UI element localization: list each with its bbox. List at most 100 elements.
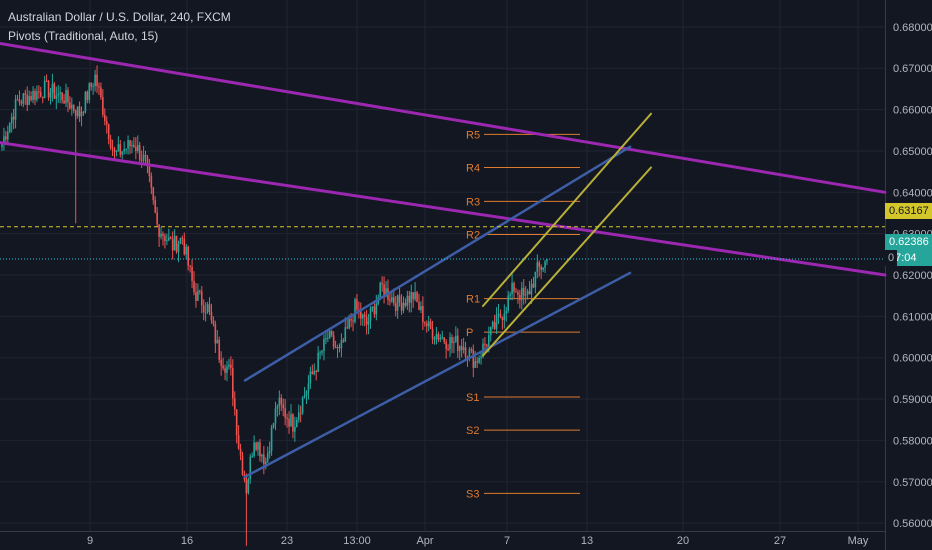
candle <box>534 271 537 294</box>
candle-body <box>325 338 327 340</box>
candle <box>43 75 46 99</box>
candle <box>173 229 176 251</box>
candle <box>305 390 308 404</box>
candle-body <box>422 306 424 323</box>
candle <box>57 84 60 104</box>
candle-body <box>247 478 250 493</box>
candle <box>115 150 118 157</box>
candle-body <box>327 337 329 339</box>
candle <box>30 91 32 102</box>
candle-body <box>16 99 19 101</box>
candle <box>63 94 65 104</box>
candle-body <box>216 339 219 344</box>
candle-body <box>67 90 69 103</box>
candle-body <box>505 310 508 314</box>
time-tick-label: 16 <box>181 535 193 547</box>
candle <box>433 336 436 345</box>
candle <box>391 291 393 304</box>
candle <box>142 145 145 166</box>
candle <box>480 351 482 365</box>
candle <box>301 396 304 415</box>
candle <box>160 227 162 240</box>
candle-body <box>92 86 94 88</box>
candle <box>524 286 527 304</box>
candle-body <box>171 239 174 251</box>
candle-body <box>32 91 34 101</box>
candle-body <box>424 322 426 324</box>
candle <box>164 233 166 249</box>
candle-body <box>515 291 517 293</box>
candle-body <box>230 364 232 368</box>
candle <box>154 196 157 214</box>
pivot-levels: R5R4R3R2R1PS1S2S3S4 <box>466 129 580 500</box>
candle-body <box>51 83 54 93</box>
candle-body <box>146 156 149 165</box>
candle <box>334 340 337 349</box>
candle-body <box>84 91 87 113</box>
candle <box>522 279 525 305</box>
candle <box>472 344 475 378</box>
candle <box>478 355 480 365</box>
candle-body <box>226 366 228 373</box>
candle <box>499 309 502 319</box>
indicator-label[interactable]: Pivots (Traditional, Auto, 15) <box>8 29 159 43</box>
candle <box>113 146 116 160</box>
candle <box>237 425 240 450</box>
price-tick-label: 0.58000 <box>893 435 932 447</box>
candle <box>272 422 275 429</box>
candle-body <box>261 454 263 457</box>
candle-body <box>197 290 199 301</box>
candle <box>107 123 110 145</box>
trendline-blue-upper <box>243 145 632 382</box>
pivot-label-r1: R1 <box>466 294 480 306</box>
candle-body <box>175 235 178 252</box>
candle <box>507 290 510 314</box>
candle-body <box>78 106 81 117</box>
candle-body <box>400 302 403 311</box>
candle <box>381 276 383 292</box>
candle <box>416 290 418 303</box>
time-tick-label: 7 <box>504 535 510 547</box>
candle <box>150 172 153 195</box>
candle <box>22 92 25 108</box>
candle-body <box>167 237 170 241</box>
candle <box>220 351 222 376</box>
candle-body <box>266 453 269 462</box>
candle <box>94 69 96 92</box>
candle-body <box>507 295 510 311</box>
candle <box>191 259 193 289</box>
candle-body <box>102 97 104 115</box>
candle <box>206 301 209 314</box>
candle <box>418 293 420 311</box>
candle-body <box>294 426 296 432</box>
candle <box>105 116 108 134</box>
candle-body <box>96 74 98 87</box>
symbol-title[interactable]: Australian Dollar / U.S. Dollar, 240, FX… <box>8 10 231 24</box>
candle-body <box>109 139 112 148</box>
candle <box>519 289 521 309</box>
candle <box>208 297 211 316</box>
candle <box>82 110 85 116</box>
candle-body <box>98 86 100 88</box>
candle-body <box>206 304 209 313</box>
candle-body <box>119 144 122 155</box>
candle-body <box>158 224 160 237</box>
candle-body <box>522 287 525 296</box>
candle-body <box>57 93 60 96</box>
candle <box>166 233 168 246</box>
trendline-magenta-upper <box>0 41 887 194</box>
candle <box>47 80 50 101</box>
candle <box>429 318 432 330</box>
alert-price-tag[interactable]: 0.63167 <box>885 203 932 219</box>
time-tick-label: 13:00 <box>343 535 371 547</box>
candle-body <box>474 361 477 368</box>
candle-body <box>181 237 184 239</box>
candle-body <box>47 80 50 98</box>
candle <box>123 141 125 155</box>
candle <box>156 207 158 227</box>
candle-body <box>297 412 300 420</box>
pivot-label-p: P <box>466 327 473 339</box>
candle-body <box>526 291 529 295</box>
